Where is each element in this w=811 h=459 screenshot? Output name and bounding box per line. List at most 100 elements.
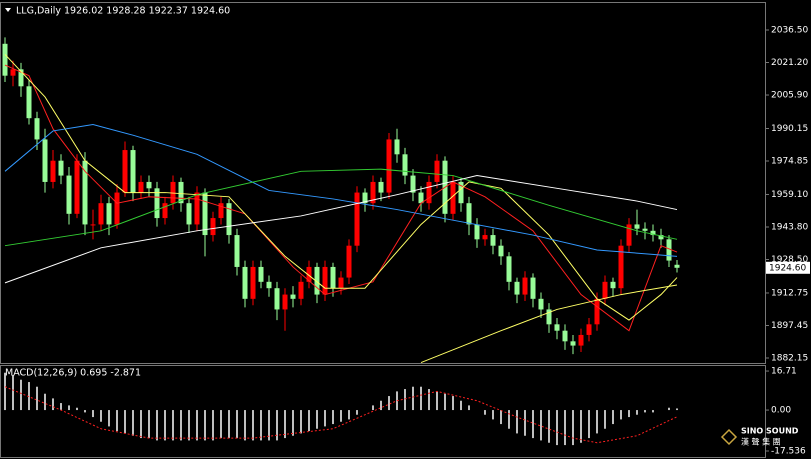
candle-body — [202, 192, 208, 236]
candle-body — [170, 181, 176, 204]
candle-body — [266, 281, 272, 289]
y-tick-label: 1974.85 — [771, 157, 808, 167]
candle-body — [466, 203, 472, 225]
symbol: LLG,Daily — [16, 6, 61, 17]
y-tick-label: 1943.80 — [771, 222, 808, 232]
candle-body — [42, 139, 48, 182]
menu-arrow[interactable] — [5, 8, 11, 12]
candle-body — [610, 281, 616, 289]
candle-body — [570, 341, 576, 346]
candle-body — [634, 224, 640, 229]
y-tick-label: 1959.10 — [771, 190, 808, 200]
candle-body — [282, 294, 288, 310]
candle-body — [122, 150, 128, 193]
candle-body — [2, 43, 8, 76]
candle-body — [586, 324, 592, 335]
candle-body — [370, 181, 376, 204]
candle-body — [450, 181, 456, 214]
candle-body — [418, 192, 424, 204]
macd-title: MACD(12,26,9) 0.695 -2.871 — [5, 368, 141, 379]
candle-body — [138, 181, 144, 193]
candle-body — [410, 175, 416, 193]
candle-body — [602, 281, 608, 299]
candle-body — [66, 175, 72, 214]
y-tick-label: 1912.75 — [771, 288, 808, 298]
moving-average — [4, 175, 678, 284]
candle-body — [338, 277, 344, 289]
candle-body — [178, 181, 184, 204]
signal-line — [4, 386, 678, 444]
candle-body — [106, 203, 112, 225]
candle-body — [34, 118, 40, 140]
moving-average — [4, 54, 678, 321]
watermark: SINO SOUND 漢 聲 集 團 — [720, 427, 799, 447]
y-tick-label: 16.71 — [771, 367, 797, 377]
candle-body — [114, 192, 120, 225]
candle-body — [578, 334, 584, 346]
moving-average — [4, 124, 678, 257]
candle-body — [330, 266, 336, 289]
candle-body — [402, 154, 408, 176]
candle-body — [186, 203, 192, 225]
candle-body — [594, 298, 600, 325]
candle-body — [458, 181, 464, 204]
y-tick-label: 2005.90 — [771, 91, 808, 101]
candle-body — [362, 192, 368, 204]
current-price-box — [766, 261, 810, 274]
candle-body — [234, 235, 240, 267]
candle-body — [314, 266, 320, 295]
candle-body — [546, 309, 552, 325]
y-tick-label: 0.00 — [771, 406, 791, 416]
candle-body — [226, 203, 232, 236]
candle-body — [258, 266, 264, 282]
candle-body — [306, 266, 312, 282]
candle-body — [250, 266, 256, 299]
moving-average — [4, 168, 678, 247]
y-tick-label: 1897.45 — [771, 321, 808, 331]
candle-body — [218, 203, 224, 219]
current-price-label: 1924.60 — [769, 263, 806, 273]
brand-chinese: 漢 聲 集 團 — [741, 437, 781, 447]
macd-panel-border — [0, 365, 766, 458]
main-panel-border — [0, 2, 766, 364]
y-tick-label: -17.536 — [771, 447, 806, 457]
candle-body — [482, 235, 488, 240]
candle-body — [242, 266, 248, 299]
candle-body — [434, 160, 440, 182]
candle-body — [650, 230, 656, 236]
y-tick-label: 1882.15 — [771, 354, 808, 364]
candle-body — [322, 266, 328, 295]
candle-body — [522, 277, 528, 295]
candle-body — [394, 139, 400, 155]
candle-body — [274, 288, 280, 310]
candle-body — [74, 160, 80, 214]
candle-body — [146, 181, 152, 189]
candle-body — [490, 235, 496, 246]
candle-body — [562, 330, 568, 342]
candle-body — [58, 160, 64, 176]
ohlc-values: 1926.02 1928.28 1922.37 1924.60 — [64, 6, 230, 17]
candle-body — [26, 86, 32, 119]
candle-body — [82, 160, 88, 225]
candle-body — [130, 150, 136, 193]
candle-body — [10, 69, 16, 76]
moving-average — [4, 64, 678, 332]
candle-body — [50, 160, 56, 182]
y-tick-label: 2021.20 — [771, 58, 808, 68]
candle-body — [514, 281, 520, 295]
candle-body — [538, 298, 544, 310]
candle-body — [290, 294, 296, 299]
candle-body — [210, 218, 216, 236]
candle-body — [626, 224, 632, 246]
y-tick-label: 1928.50 — [771, 255, 808, 265]
candle-body — [354, 192, 360, 246]
candle-body — [426, 181, 432, 204]
candle-body — [98, 203, 104, 225]
candle-body — [666, 239, 672, 261]
candle-body — [498, 245, 504, 257]
candle-body — [18, 69, 24, 87]
candle-body — [642, 228, 648, 231]
candle-body — [658, 235, 664, 240]
y-tick-label: 1990.15 — [771, 124, 808, 134]
